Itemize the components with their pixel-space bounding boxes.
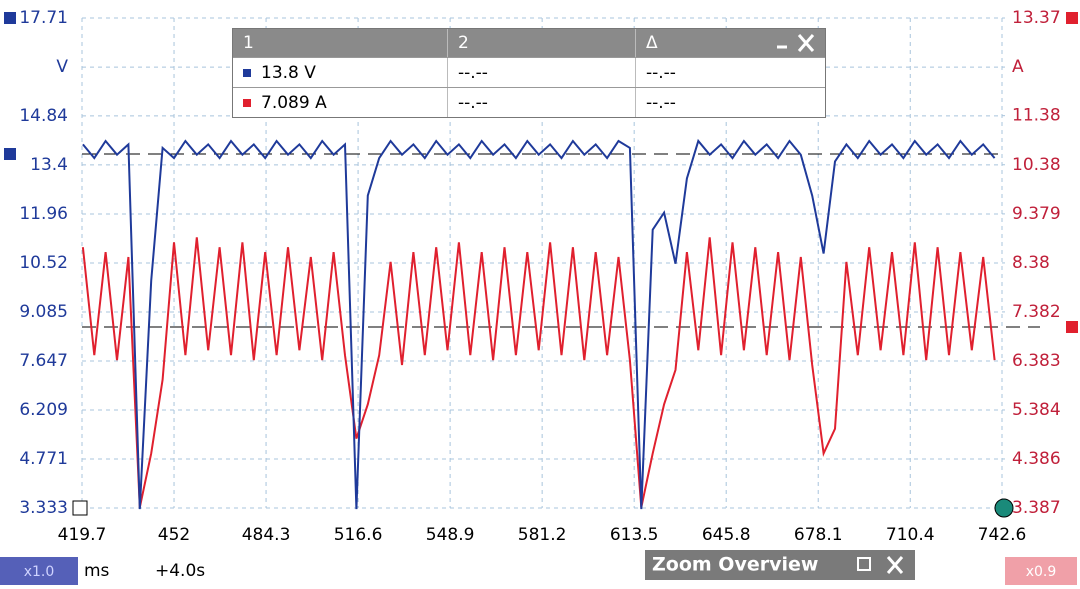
y-tick-label: 4.771 [19, 449, 68, 469]
measurement-table: 1 2 Δ 13.8 V --.-- --.-- 7.089 A --.-- -… [232, 28, 826, 118]
offset: +4.0s [155, 561, 205, 581]
y2-tick-label: 7.382 [1012, 302, 1061, 322]
x-zoom-box[interactable] [0, 557, 78, 585]
close-icon[interactable] [886, 556, 904, 574]
axis-marker [4, 148, 16, 160]
table-header: 1 2 Δ [233, 29, 825, 57]
y2-tick-label: 6.383 [1012, 351, 1061, 371]
table-row: 13.8 V --.-- --.-- [233, 57, 825, 87]
x-tick-label: 419.7 [58, 525, 107, 545]
cell: --.-- [646, 92, 676, 113]
axis-marker [1066, 12, 1078, 24]
y2-tick-label: 11.38 [1012, 106, 1061, 126]
y2-tick-label: 4.386 [1012, 449, 1061, 469]
y2-tick-label: 5.384 [1012, 400, 1061, 420]
x-tick-label: 710.4 [886, 525, 935, 545]
y-tick-label: 7.647 [19, 351, 68, 371]
cell-text: 13.8 V [261, 62, 316, 83]
ruler-handle[interactable] [994, 498, 1014, 518]
x-tick-label: 548.9 [426, 525, 475, 545]
cell: --.-- [646, 62, 676, 83]
x-tick-label: 516.6 [334, 525, 383, 545]
header-cell: Δ [636, 29, 825, 57]
series-line [82, 138, 996, 510]
y-tick-label: 11.96 [19, 204, 68, 224]
y2-tick-label: 13.37 [1012, 8, 1061, 28]
header-cell: 2 [448, 29, 636, 57]
cell: --.-- [448, 88, 636, 117]
y-tick-label: 17.71 [19, 8, 68, 28]
x-tick-label: 452 [158, 525, 190, 545]
x-tick-label: 613.5 [610, 525, 659, 545]
x-tick-label: 678.1 [794, 525, 843, 545]
x-tick-label: 484.3 [242, 525, 291, 545]
header-text: Δ [646, 33, 658, 53]
y-tick-label: 6.209 [19, 400, 68, 420]
series-line [81, 237, 996, 508]
axis-marker [1066, 321, 1078, 333]
cell-text: 7.089 A [261, 92, 327, 113]
y-tick-label: 13.4 [30, 155, 68, 175]
x-tick-label: 581.2 [518, 525, 567, 545]
y-zoom-box[interactable] [1005, 557, 1077, 585]
y-tick-label: 9.085 [19, 302, 68, 322]
channel-swatch [243, 98, 251, 107]
restore-icon[interactable] [857, 557, 871, 571]
y-tick-label: 14.84 [19, 106, 68, 126]
y2-tick-label: 3.387 [1012, 498, 1061, 518]
trigger-marker[interactable] [72, 500, 88, 516]
window-buttons[interactable] [763, 31, 823, 55]
y2-tick-label: A [1012, 57, 1024, 77]
x-tick-label: 742.6 [978, 525, 1027, 545]
y-tick-label: 10.52 [19, 253, 68, 273]
header-cell: 1 [233, 29, 448, 57]
channel-swatch [243, 68, 251, 77]
y2-tick-label: 9.379 [1012, 204, 1061, 224]
y2-tick-label: 10.38 [1012, 155, 1061, 175]
cell: 13.8 V [233, 58, 448, 87]
x-zoom: x1.0 [24, 564, 55, 580]
x-tick-label: 645.8 [702, 525, 751, 545]
x-unit: ms [84, 561, 110, 581]
table-row: 7.089 A --.-- --.-- [233, 87, 825, 117]
y-zoom: x0.9 [1026, 564, 1057, 580]
cell: 7.089 A [233, 88, 448, 117]
overview-title: Zoom Overview [652, 554, 818, 576]
axis-marker [4, 12, 16, 24]
y-tick-label: 3.333 [19, 498, 68, 518]
cell: --.-- [448, 58, 636, 87]
y2-tick-label: 8.38 [1012, 253, 1050, 273]
y-tick-label: V [56, 57, 68, 77]
